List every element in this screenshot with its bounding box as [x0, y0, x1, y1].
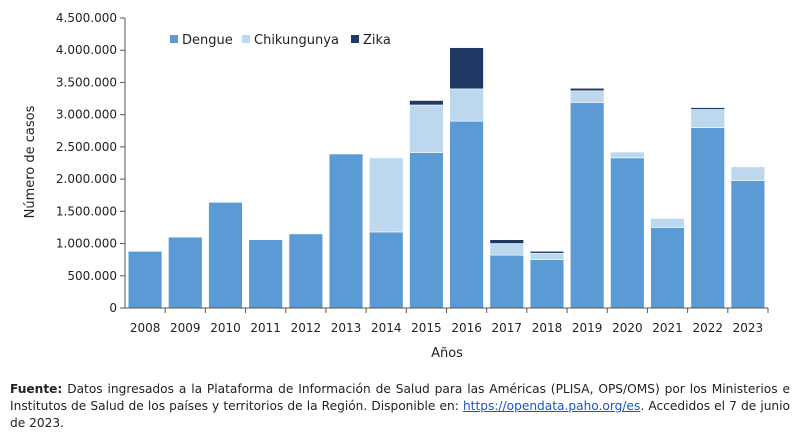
bar-dengue-2010 — [208, 202, 243, 309]
legend-swatch-dengue — [170, 35, 178, 43]
stacked-bar-chart: Número de casos Años 0 500.000 1.000.000 1.… — [23, 11, 769, 361]
bar-dengue-2012 — [288, 233, 324, 309]
y-tick-label: 0 — [109, 301, 117, 315]
legend-label-dengue: Dengue — [182, 33, 233, 48]
y-tick-label: 1.500.000 — [56, 204, 117, 218]
bar-chikungunya-2021 — [650, 218, 685, 228]
legend-label-chikungunya: Chikungunya — [254, 33, 339, 48]
legend-swatch-zika — [351, 35, 359, 43]
x-tick-label: 2009 — [170, 321, 201, 335]
bar-dengue-2009 — [168, 236, 203, 309]
y-tick-label: 500.000 — [67, 269, 117, 283]
y-tick-label: 4.000.000 — [56, 43, 117, 57]
source-link[interactable]: https://opendata.paho.org/es — [462, 399, 641, 413]
bar-zika-2022 — [690, 107, 725, 110]
y-tick-label: 2.000.000 — [56, 172, 117, 186]
bar-chikungunya-2019 — [569, 90, 605, 103]
bar-dengue-2018 — [529, 259, 565, 309]
x-tick-label: 2020 — [612, 321, 643, 335]
x-tick-label: 2014 — [371, 321, 402, 335]
x-tick-label: 2010 — [210, 321, 241, 335]
bar-chikungunya-2015 — [409, 104, 444, 153]
source-text: Datos ingresados a la Plataforma de Info… — [10, 382, 790, 413]
bar-zika-2018 — [529, 250, 565, 254]
x-axis: 2008 2009 2010 2011 2012 2013 2014 2015 2016 2017… — [130, 308, 769, 335]
x-tick-label: 2019 — [572, 321, 603, 335]
bar-dengue-2008 — [127, 250, 163, 309]
bar-dengue-2021 — [650, 227, 685, 309]
bar-chikungunya-2018 — [529, 252, 565, 260]
y-axis-title: Número de casos — [23, 105, 38, 218]
bar-dengue-2014 — [369, 231, 404, 309]
x-tick-label: 2016 — [451, 321, 482, 335]
bar-dengue-2020 — [610, 157, 645, 309]
bar-chikungunya-2022 — [690, 109, 725, 128]
legend-label-zika: Zika — [363, 33, 391, 48]
x-tick-label: 2015 — [411, 321, 442, 335]
y-axis: 0 500.000 1.000.000 1.500.000 2.000.000 2.500… — [56, 11, 125, 315]
bar-dengue-2017 — [489, 254, 524, 309]
source-label: Fuente: — [10, 382, 63, 396]
y-tick-label: 1.000.000 — [56, 237, 117, 251]
legend-swatch-chikungunya — [242, 35, 250, 43]
bar-chikungunya-2014 — [369, 157, 404, 233]
bars-group — [127, 47, 766, 309]
x-tick-label: 2008 — [130, 321, 161, 335]
y-tick-label: 3.500.000 — [56, 75, 117, 89]
y-tick-label: 4.500.000 — [56, 11, 117, 25]
x-tick-label: 2013 — [331, 321, 362, 335]
bar-dengue-2023 — [730, 180, 766, 309]
x-tick-label: 2023 — [733, 321, 764, 335]
bar-dengue-2022 — [690, 127, 725, 309]
x-axis-title: Años — [431, 346, 463, 361]
bar-dengue-2011 — [248, 239, 283, 309]
x-tick-label: 2017 — [492, 321, 523, 335]
bar-chikungunya-2016 — [449, 88, 484, 122]
source-note: Fuente: Datos ingresados a la Plataforma… — [10, 381, 790, 432]
bar-zika-2017 — [489, 239, 524, 244]
bar-zika-2015 — [409, 100, 444, 106]
bar-chikungunya-2017 — [489, 243, 524, 256]
bar-chikungunya-2023 — [730, 166, 766, 181]
bar-zika-2016 — [449, 47, 484, 90]
x-tick-label: 2012 — [291, 321, 322, 335]
bar-dengue-2013 — [328, 153, 364, 309]
source-suffix: . Accedidos el 7 de junio de 2023. — [10, 399, 791, 430]
bar-chikungunya-2020 — [610, 151, 645, 159]
y-tick-label: 3.000.000 — [56, 108, 117, 122]
bar-dengue-2015 — [409, 152, 444, 309]
y-tick-label: 2.500.000 — [56, 140, 117, 154]
legend: Dengue Chikungunya Zika — [170, 33, 391, 48]
x-tick-label: 2022 — [692, 321, 723, 335]
x-tick-label: 2011 — [250, 321, 281, 335]
bar-dengue-2016 — [449, 120, 484, 309]
bar-dengue-2019 — [569, 102, 605, 309]
x-tick-label: 2021 — [652, 321, 683, 335]
bar-zika-2019 — [569, 87, 605, 92]
x-tick-label: 2018 — [532, 321, 563, 335]
